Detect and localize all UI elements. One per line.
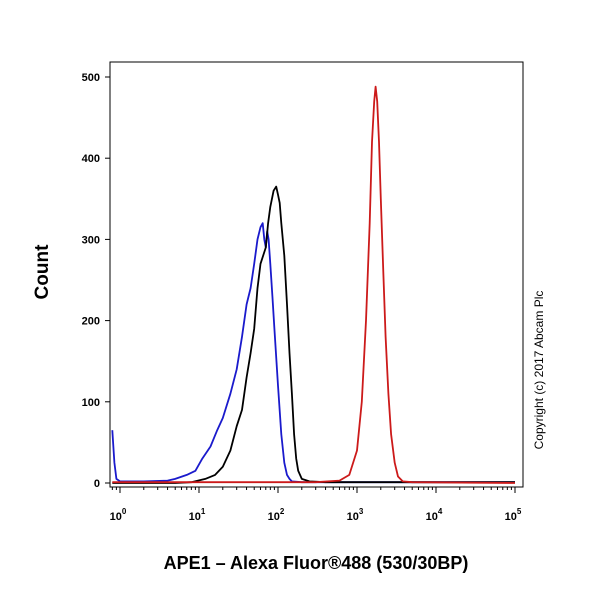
plot-frame (109, 61, 524, 488)
x-axis-label: APE1 – Alexa Fluor®488 (530/30BP) (164, 553, 469, 573)
x-tick-label-5: 105 (505, 507, 522, 523)
y-axis-label: Count (32, 244, 53, 300)
series-line-3 (112, 85, 516, 484)
x-tick-label-3: 103 (347, 507, 364, 523)
y-tick-label-200: 200 (82, 316, 100, 328)
x-tick-label-2: 102 (268, 507, 285, 523)
x-tick-label-1: 101 (189, 507, 206, 523)
series-line-2 (112, 185, 515, 484)
y-tick-label-300: 300 (82, 234, 100, 246)
y-tick-label-500: 500 (82, 72, 100, 84)
y-axis: 0 100 200 300 400 500 (82, 72, 110, 490)
x-axis: 100 101 102 103 104 105 (110, 487, 522, 523)
y-tick-label-0: 0 (94, 478, 100, 490)
series-layer (111, 85, 516, 484)
x-tick-label-0: 100 (110, 507, 127, 523)
series-line-1 (111, 222, 515, 484)
y-tick-label-400: 400 (82, 153, 100, 165)
y-tick-label-100: 100 (82, 397, 100, 409)
x-tick-label-4: 104 (426, 507, 443, 523)
copyright-text: Copyright (c) 2017 Abcam Plc (532, 291, 546, 450)
